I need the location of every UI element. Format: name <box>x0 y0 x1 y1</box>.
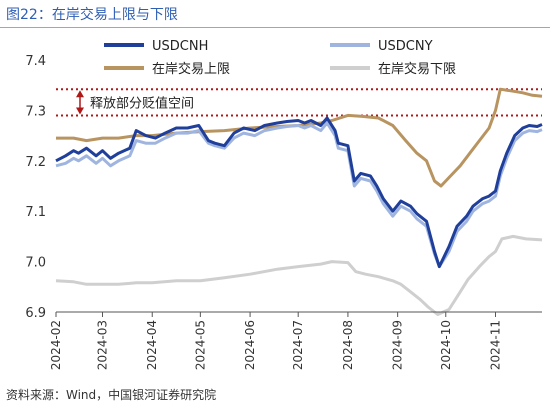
x-tick-label: 2024-02 <box>49 320 63 370</box>
legend-label-1: USDCNH <box>152 39 208 54</box>
legend-label-2: USDCNY <box>378 39 433 54</box>
y-tick-label: 7.2 <box>25 155 46 170</box>
x-tick-label: 2024-08 <box>341 320 355 370</box>
series-line-4 <box>55 234 543 316</box>
x-tick-label: 2024-11 <box>488 320 502 370</box>
series-line-2 <box>55 121 543 269</box>
y-tick-label: 7.1 <box>25 205 46 220</box>
annotation-arrow-head-down <box>76 107 84 115</box>
annotation-arrow-head-up <box>76 90 84 98</box>
depreciation-annotation: 释放部分贬值空间 <box>76 90 194 115</box>
series-lines <box>55 87 543 316</box>
title-divider <box>0 27 550 28</box>
legend-label-3: 在岸交易上限 <box>152 61 230 77</box>
legend-label-4: 在岸交易下限 <box>378 61 456 77</box>
x-tick-label: 2024-05 <box>193 320 207 370</box>
chart-legend: USDCNH USDCNY 在岸交易上限 在岸交易下限 <box>104 39 456 77</box>
y-tick-label: 6.9 <box>25 306 46 321</box>
y-tick-label: 7.4 <box>25 54 46 69</box>
x-tick-label: 2024-10 <box>439 320 453 370</box>
figure-title: 图22：在岸交易上限与下限 <box>6 7 178 23</box>
series-line-1 <box>55 116 543 269</box>
x-tick-label: 2024-07 <box>291 320 305 370</box>
x-tick-label: 2024-03 <box>96 320 110 370</box>
y-tick-label: 7.0 <box>25 256 46 271</box>
annotation-label: 释放部分贬值空间 <box>90 95 194 111</box>
y-tick-label: 7.3 <box>25 104 46 119</box>
x-tick-label: 2024-04 <box>145 320 159 370</box>
axes: 6.9 7.0 7.1 7.2 7.3 7.4 2024-02 2024-03 2024-04 2… <box>25 54 542 370</box>
x-tick-label: 2024-06 <box>243 320 257 370</box>
figure-source: 资料来源：Wind，中国银河证券研究院 <box>6 388 217 402</box>
reference-lines <box>56 88 542 117</box>
x-tick-label: 2024-09 <box>391 320 405 370</box>
